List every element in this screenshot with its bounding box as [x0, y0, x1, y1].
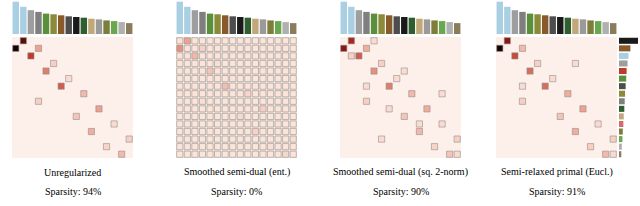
svg-text:Unregularized: Unregularized [44, 167, 101, 178]
svg-text:Smoothed semi-dual (ent.): Smoothed semi-dual (ent.) [184, 166, 290, 178]
svg-text:Sparsity: 90%: Sparsity: 90% [373, 186, 429, 197]
svg-text:Semi-relaxed primal (Eucl.): Semi-relaxed primal (Eucl.) [501, 166, 613, 178]
svg-text:Sparsity: 94%: Sparsity: 94% [45, 186, 101, 197]
svg-text:Sparsity: 0%: Sparsity: 0% [211, 186, 262, 197]
svg-text:Sparsity: 91%: Sparsity: 91% [529, 186, 585, 197]
svg-text:Smoothed semi-dual (sq. 2-norm: Smoothed semi-dual (sq. 2-norm) [333, 166, 468, 178]
